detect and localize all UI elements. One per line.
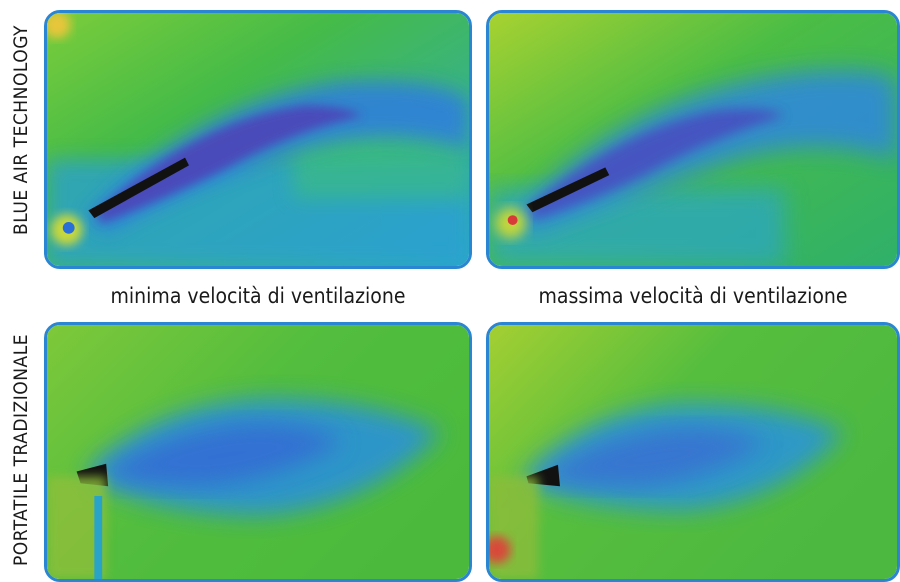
thermal-image-traditional-min <box>44 322 472 582</box>
row-label-blue-air-technology: BLUE AIR TECHNOLOGY <box>10 25 32 235</box>
caption-min-speed: minima velocità di ventilazione <box>110 284 406 308</box>
thermal-image-blue-air-max <box>486 10 900 269</box>
caption-max-speed: massima velocità di ventilazione <box>538 284 848 308</box>
row-label-portatile-tradizionale: PORTATILE TRADIZIONALE <box>10 333 32 567</box>
thermal-image-traditional-max <box>486 322 900 582</box>
thermal-image-blue-air-min <box>44 10 472 269</box>
